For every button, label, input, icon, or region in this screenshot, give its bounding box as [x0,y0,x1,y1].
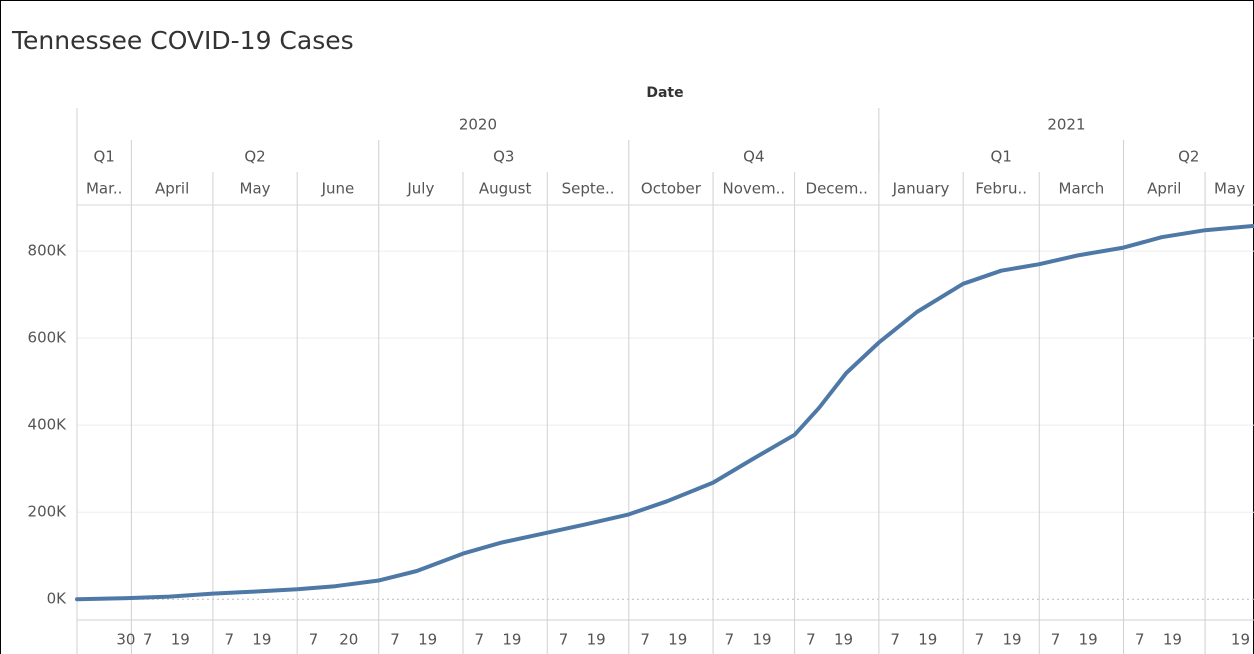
x-tick-label: 7 [1051,631,1061,649]
quarter-label: Q3 [493,148,514,166]
quarter-label: Q2 [244,148,265,166]
x-tick-label: 7 [890,631,900,649]
quarter-label: Q1 [94,148,115,166]
month-label: June [321,180,355,198]
y-tick-label: 800K [28,242,68,260]
x-tick-label: 7 [1135,631,1145,649]
x-tick-label: 19 [502,631,521,649]
x-tick-label: 19 [1231,631,1250,649]
x-tick-label: 7 [806,631,816,649]
x-tick-label: 19 [1003,631,1022,649]
y-tick-label: 0K [47,590,68,608]
x-tick-label: 19 [1163,631,1182,649]
month-label: April [1147,180,1181,198]
quarter-label: Q1 [991,148,1012,166]
year-label: 2020 [459,116,497,134]
month-label: August [479,180,532,198]
month-label: Decem.. [806,180,868,198]
x-tick-label: 19 [252,631,271,649]
x-tick-label: 20 [339,631,358,649]
x-tick-label: 7 [475,631,485,649]
month-label: January [892,180,950,198]
x-tick-label: 7 [975,631,985,649]
x-tick-label: 19 [418,631,437,649]
x-tick-label: 19 [834,631,853,649]
x-axis-title: Date [646,85,683,101]
quarter-label: Q4 [743,148,764,166]
month-label: July [406,180,434,198]
y-tick-label: 200K [28,503,68,521]
x-tick-label: 19 [587,631,606,649]
month-label: Novem.. [723,180,786,198]
x-tick-label: 19 [668,631,687,649]
y-tick-label: 400K [28,416,68,434]
month-label: Mar.. [86,180,122,198]
x-tick-label: 19 [1079,631,1098,649]
x-tick-label: 7 [725,631,735,649]
month-label: April [155,180,189,198]
x-tick-label: 30 [116,631,135,649]
y-tick-label: 600K [28,329,68,347]
month-label: March [1059,180,1105,198]
x-tick-label: 7 [390,631,400,649]
x-tick-label: 7 [224,631,234,649]
month-label: Septe.. [562,180,615,198]
line-series [75,223,1254,602]
x-tick-label: 7 [559,631,569,649]
chart-title: Tennessee COVID-19 Cases [11,26,354,55]
x-tick-label: 19 [918,631,937,649]
month-label: May [240,180,271,198]
month-label: May [1214,180,1245,198]
quarter-label: Q2 [1178,148,1199,166]
year-label: 2021 [1047,116,1085,134]
x-tick-label: 19 [752,631,771,649]
month-label: October [641,180,702,198]
x-tick-label: 7 [309,631,319,649]
month-label: Febru.. [975,180,1027,198]
x-tick-label: 19 [171,631,190,649]
x-tick-label: 7 [640,631,650,649]
x-tick-label: 7 [143,631,153,649]
